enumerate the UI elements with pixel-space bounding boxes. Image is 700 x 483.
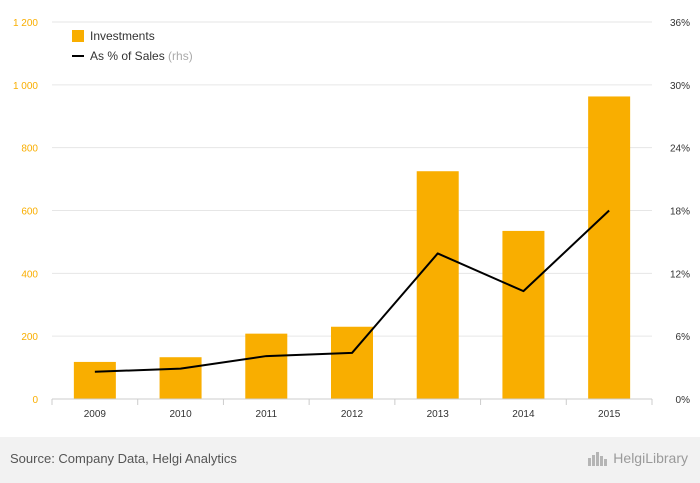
x-tick-label: 2014 xyxy=(512,409,535,420)
line-as-pct-of-sales xyxy=(94,209,610,373)
legend-swatch-investments xyxy=(72,30,84,42)
bar-2012 xyxy=(331,326,373,399)
left-tick-label: 0 xyxy=(32,395,38,406)
right-tick-label: 18% xyxy=(670,207,690,218)
library-logo-icon xyxy=(588,452,608,466)
left-tick-label: 1 000 xyxy=(13,81,38,92)
left-tick-label: 200 xyxy=(21,332,38,343)
brand-name: HelgiLibrary xyxy=(613,450,688,466)
chart-svg: 0 200 400 600 800 1 000 1 200 0% 6% 12% 18% 24% 30% 3… xyxy=(13,18,691,420)
brand[interactable]: HelgiLibrary xyxy=(587,449,688,467)
x-tick-label: 2009 xyxy=(84,409,107,420)
left-tick-label: 600 xyxy=(21,207,38,218)
right-tick-label: 0% xyxy=(676,395,691,406)
footer: Source: Company Data, Helgi Analytics He… xyxy=(0,437,700,483)
right-tick-label: 6% xyxy=(676,332,691,343)
right-tick-label: 24% xyxy=(670,144,690,155)
right-tick-label: 30% xyxy=(670,81,690,92)
bar-2011 xyxy=(245,333,288,399)
bar-2014 xyxy=(502,230,545,399)
bar-2013 xyxy=(416,171,459,399)
source-note: Source: Company Data, Helgi Analytics xyxy=(10,451,237,466)
legend-rhs-note: (rhs) xyxy=(168,49,193,63)
left-tick-label: 400 xyxy=(21,269,38,280)
left-tick-label: 1 200 xyxy=(13,18,38,29)
bar-2009 xyxy=(73,361,116,399)
right-tick-label: 36% xyxy=(670,18,690,29)
legend-label-as-pct-of-sales: As % of Sales (rhs) xyxy=(90,49,193,63)
bar-2015 xyxy=(588,96,631,400)
bar-2010 xyxy=(159,357,202,399)
x-tick-label: 2010 xyxy=(169,409,192,420)
x-tick-label: 2011 xyxy=(256,409,278,420)
x-tick-label: 2013 xyxy=(427,409,450,420)
right-tick-label: 12% xyxy=(670,269,690,280)
x-tick-label: 2012 xyxy=(341,409,364,420)
legend-label-investments: Investments xyxy=(90,29,155,43)
left-tick-label: 800 xyxy=(21,144,38,155)
x-tick-label: 2015 xyxy=(598,409,621,420)
